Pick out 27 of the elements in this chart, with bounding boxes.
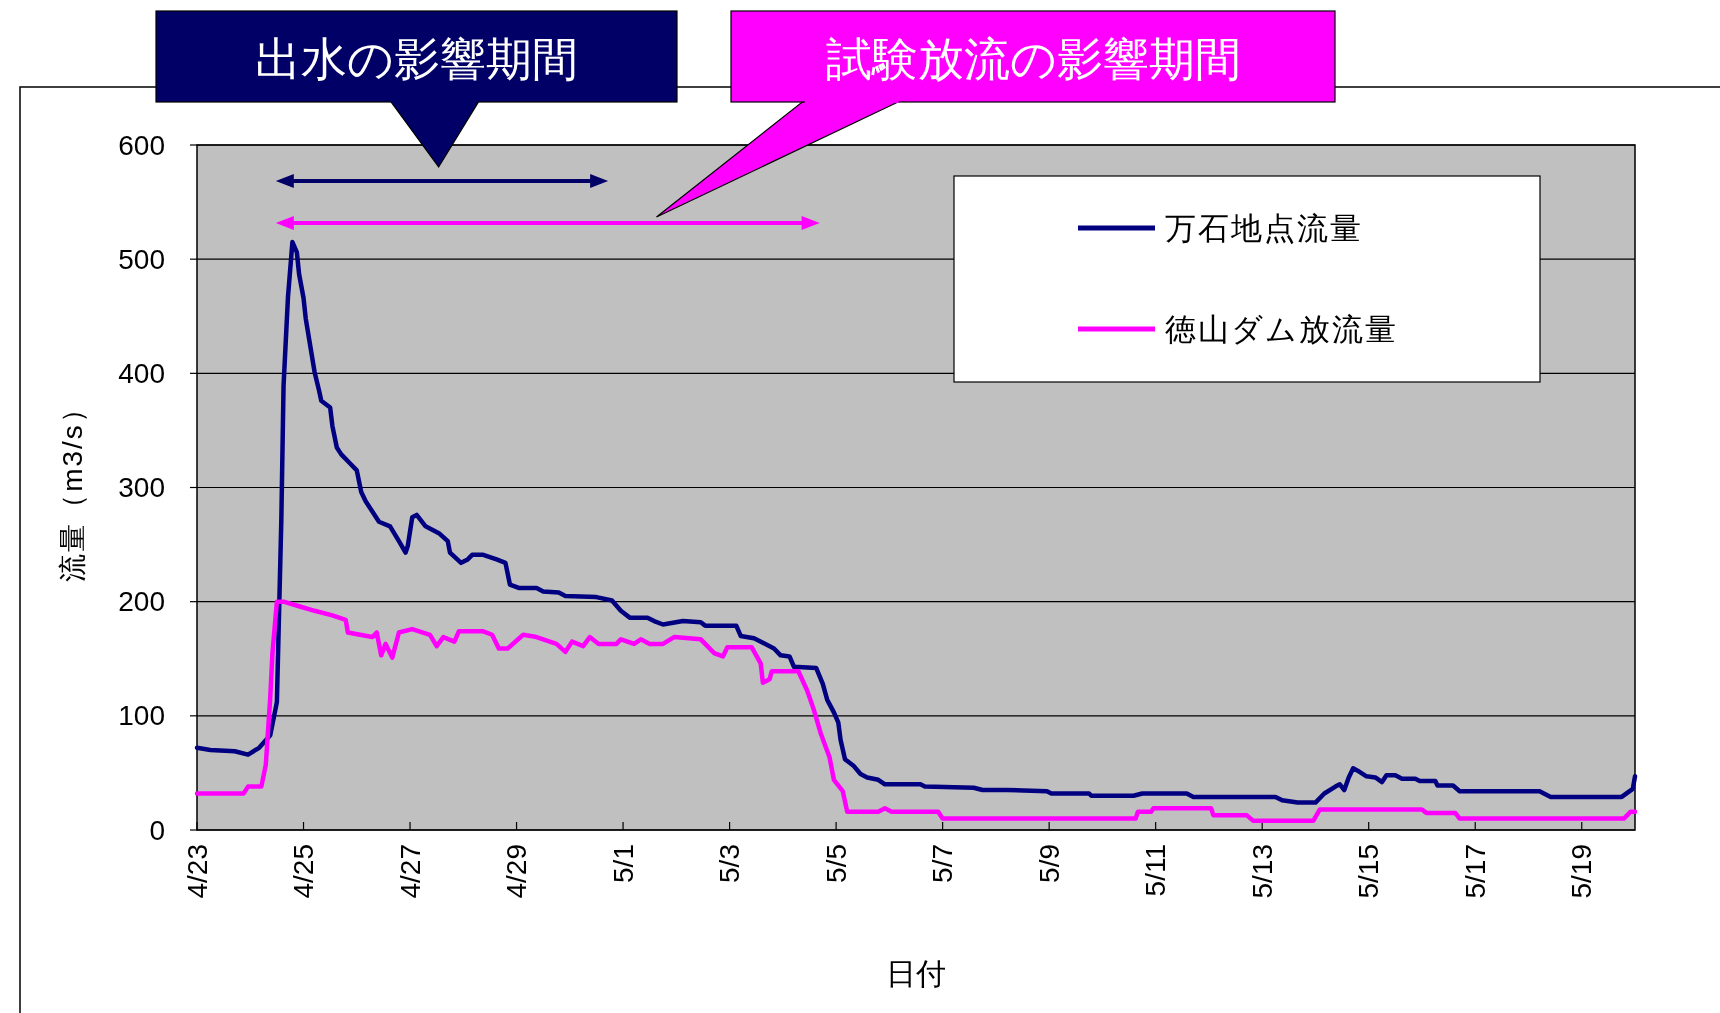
legend-label: 万石地点流量 bbox=[1165, 210, 1363, 246]
x-tick-label: 5/15 bbox=[1353, 844, 1385, 899]
x-tick-label: 5/5 bbox=[820, 844, 852, 883]
text: 出水の影響期間 bbox=[255, 32, 578, 85]
legend-label: 徳山ダム放流量 bbox=[1165, 311, 1398, 347]
x-tick-label: 5/1 bbox=[607, 844, 639, 883]
x-tick-label: 4/27 bbox=[394, 844, 426, 899]
x-tick-label: 4/29 bbox=[501, 844, 533, 899]
y-tick-label: 100 bbox=[118, 700, 165, 732]
x-tick-label: 4/23 bbox=[181, 844, 213, 899]
text: 試験放流の影響期間 bbox=[825, 32, 1241, 85]
y-tick-label: 0 bbox=[149, 814, 165, 846]
x-tick-label: 5/11 bbox=[1140, 844, 1172, 897]
x-tick-label: 4/25 bbox=[288, 844, 320, 899]
x-tick-label: 5/7 bbox=[927, 844, 959, 883]
x-tick-label: 5/19 bbox=[1566, 844, 1598, 899]
y-axis-title: 流量（m3/s） bbox=[56, 393, 88, 582]
y-tick-label: 600 bbox=[118, 129, 165, 161]
y-tick-label: 300 bbox=[118, 472, 165, 503]
x-tick-label: 5/9 bbox=[1033, 844, 1065, 883]
x-tick-label: 5/3 bbox=[714, 844, 746, 883]
y-tick-label: 400 bbox=[118, 357, 165, 389]
x-tick-label: 5/13 bbox=[1246, 844, 1278, 899]
y-tick-label: 500 bbox=[118, 243, 165, 275]
x-tick-label: 5/17 bbox=[1459, 844, 1491, 899]
x-axis-title: 日付 bbox=[886, 956, 946, 990]
y-tick-label: 200 bbox=[118, 586, 165, 618]
